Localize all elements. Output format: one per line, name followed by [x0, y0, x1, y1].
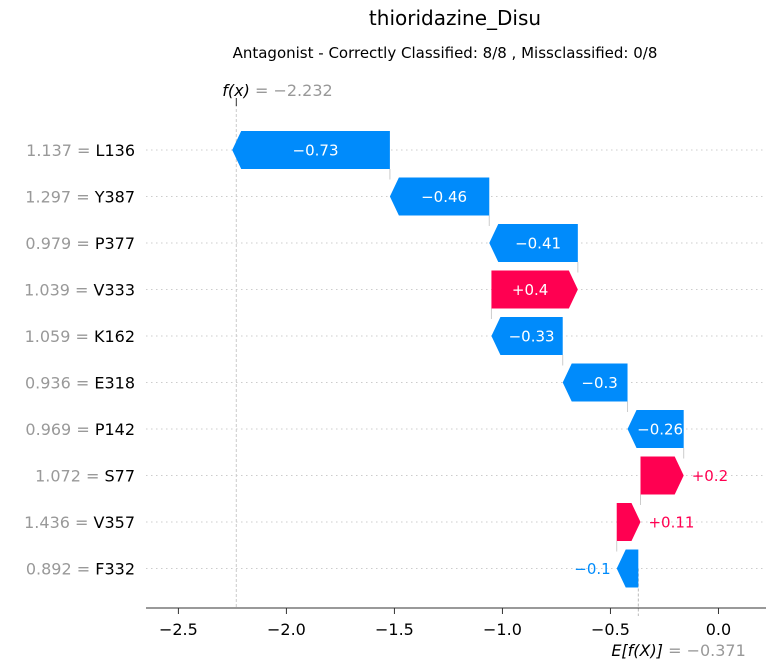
feature-value: 1.072 = — [35, 467, 104, 486]
x-axis: −2.5 −2.0 −1.5 −1.0 −0.5 0.0 f(x) = −2.232 E[f(… — [146, 81, 766, 660]
contribution-bar — [491, 317, 563, 355]
grid-layer — [146, 98, 766, 616]
feature-label: 1.297 = Y387 — [25, 188, 135, 207]
bar-value-label: −0.26 — [637, 421, 683, 439]
contribution-bar — [616, 503, 641, 541]
x-tick-label: −1.5 — [375, 620, 414, 639]
feature-name: E318 — [94, 374, 135, 393]
x-tick-label: −2.5 — [159, 620, 198, 639]
feature-label: 1.137 = L136 — [26, 141, 135, 160]
feature-label: 0.936 = E318 — [25, 374, 135, 393]
feature-label: 1.039 = V333 — [24, 281, 135, 300]
feature-value: 0.979 = — [25, 234, 94, 253]
bar-value-label: −0.73 — [293, 142, 339, 160]
feature-value: 0.936 = — [25, 374, 94, 393]
feature-value: 0.969 = — [25, 420, 94, 439]
contribution-bar — [389, 177, 490, 216]
feature-name: L136 — [96, 141, 135, 160]
feature-value: 1.436 = — [24, 513, 93, 532]
feature-name: S77 — [104, 467, 135, 486]
feature-value: 0.892 = — [26, 560, 95, 579]
bar-value-label: +0.2 — [692, 467, 728, 485]
contribution-bar — [616, 549, 639, 588]
feature-name: P142 — [95, 420, 135, 439]
chart-title: thioridazine_Disu — [369, 6, 541, 30]
bar-value-label: −0.41 — [515, 235, 561, 253]
feature-name: Y387 — [94, 188, 135, 207]
bar-value-label: +0.4 — [512, 281, 548, 299]
feature-value: 1.137 = — [26, 141, 95, 160]
feature-name: P377 — [95, 234, 135, 253]
feature-label: 1.072 = S77 — [35, 467, 135, 486]
contribution-bar — [627, 410, 684, 448]
bar-value-label: −0.3 — [581, 374, 617, 392]
bar-value-label: −0.33 — [509, 328, 555, 346]
feature-label: 0.892 = F332 — [26, 560, 135, 579]
feature-name: K162 — [94, 327, 135, 346]
feature-value: 1.297 = — [25, 188, 94, 207]
x-tick-label: −1.0 — [483, 620, 522, 639]
feature-value: 1.039 = — [24, 281, 93, 300]
x-tick-label: 0.0 — [706, 620, 731, 639]
feature-labels: 1.137 = L136 1.297 = Y387 0.979 = P377 1.03… — [24, 141, 135, 579]
efx-value: = −0.371 — [668, 641, 746, 660]
feature-value: 1.059 = — [25, 327, 94, 346]
feature-name: V333 — [94, 281, 135, 300]
bar-value-label: +0.11 — [648, 514, 694, 532]
feature-name: F332 — [95, 560, 135, 579]
feature-label: 0.969 = P142 — [25, 420, 135, 439]
feature-name: V357 — [94, 513, 135, 532]
contribution-bar — [640, 456, 684, 495]
bars-layer: −0.73 −0.46 −0.41 +0.4 −0.33 −0.3 −0.26 +0.2 +0.… — [232, 131, 728, 588]
contribution-bar — [232, 131, 390, 169]
x-tick-label: −0.5 — [591, 620, 630, 639]
chart-subtitle: Antagonist - Correctly Classified: 8/8 ,… — [233, 44, 658, 62]
feature-label: 1.436 = V357 — [24, 513, 135, 532]
feature-label: 0.979 = P377 — [25, 234, 135, 253]
contribution-bar — [489, 224, 578, 262]
contribution-bar — [562, 363, 628, 402]
x-tick-label: −2.0 — [267, 620, 306, 639]
fx-name: f(x) — [222, 81, 255, 100]
bar-value-label: −0.46 — [421, 188, 467, 206]
contribution-bar — [491, 270, 578, 309]
bar-value-label: −0.1 — [574, 560, 610, 578]
fx-label: f(x) = −2.232 — [222, 81, 332, 100]
feature-label: 1.059 = K162 — [25, 327, 135, 346]
efx-name: E[f(X)] — [611, 641, 668, 660]
efx-label: E[f(X)] = −0.371 — [611, 641, 745, 660]
fx-value: = −2.232 — [255, 81, 333, 100]
